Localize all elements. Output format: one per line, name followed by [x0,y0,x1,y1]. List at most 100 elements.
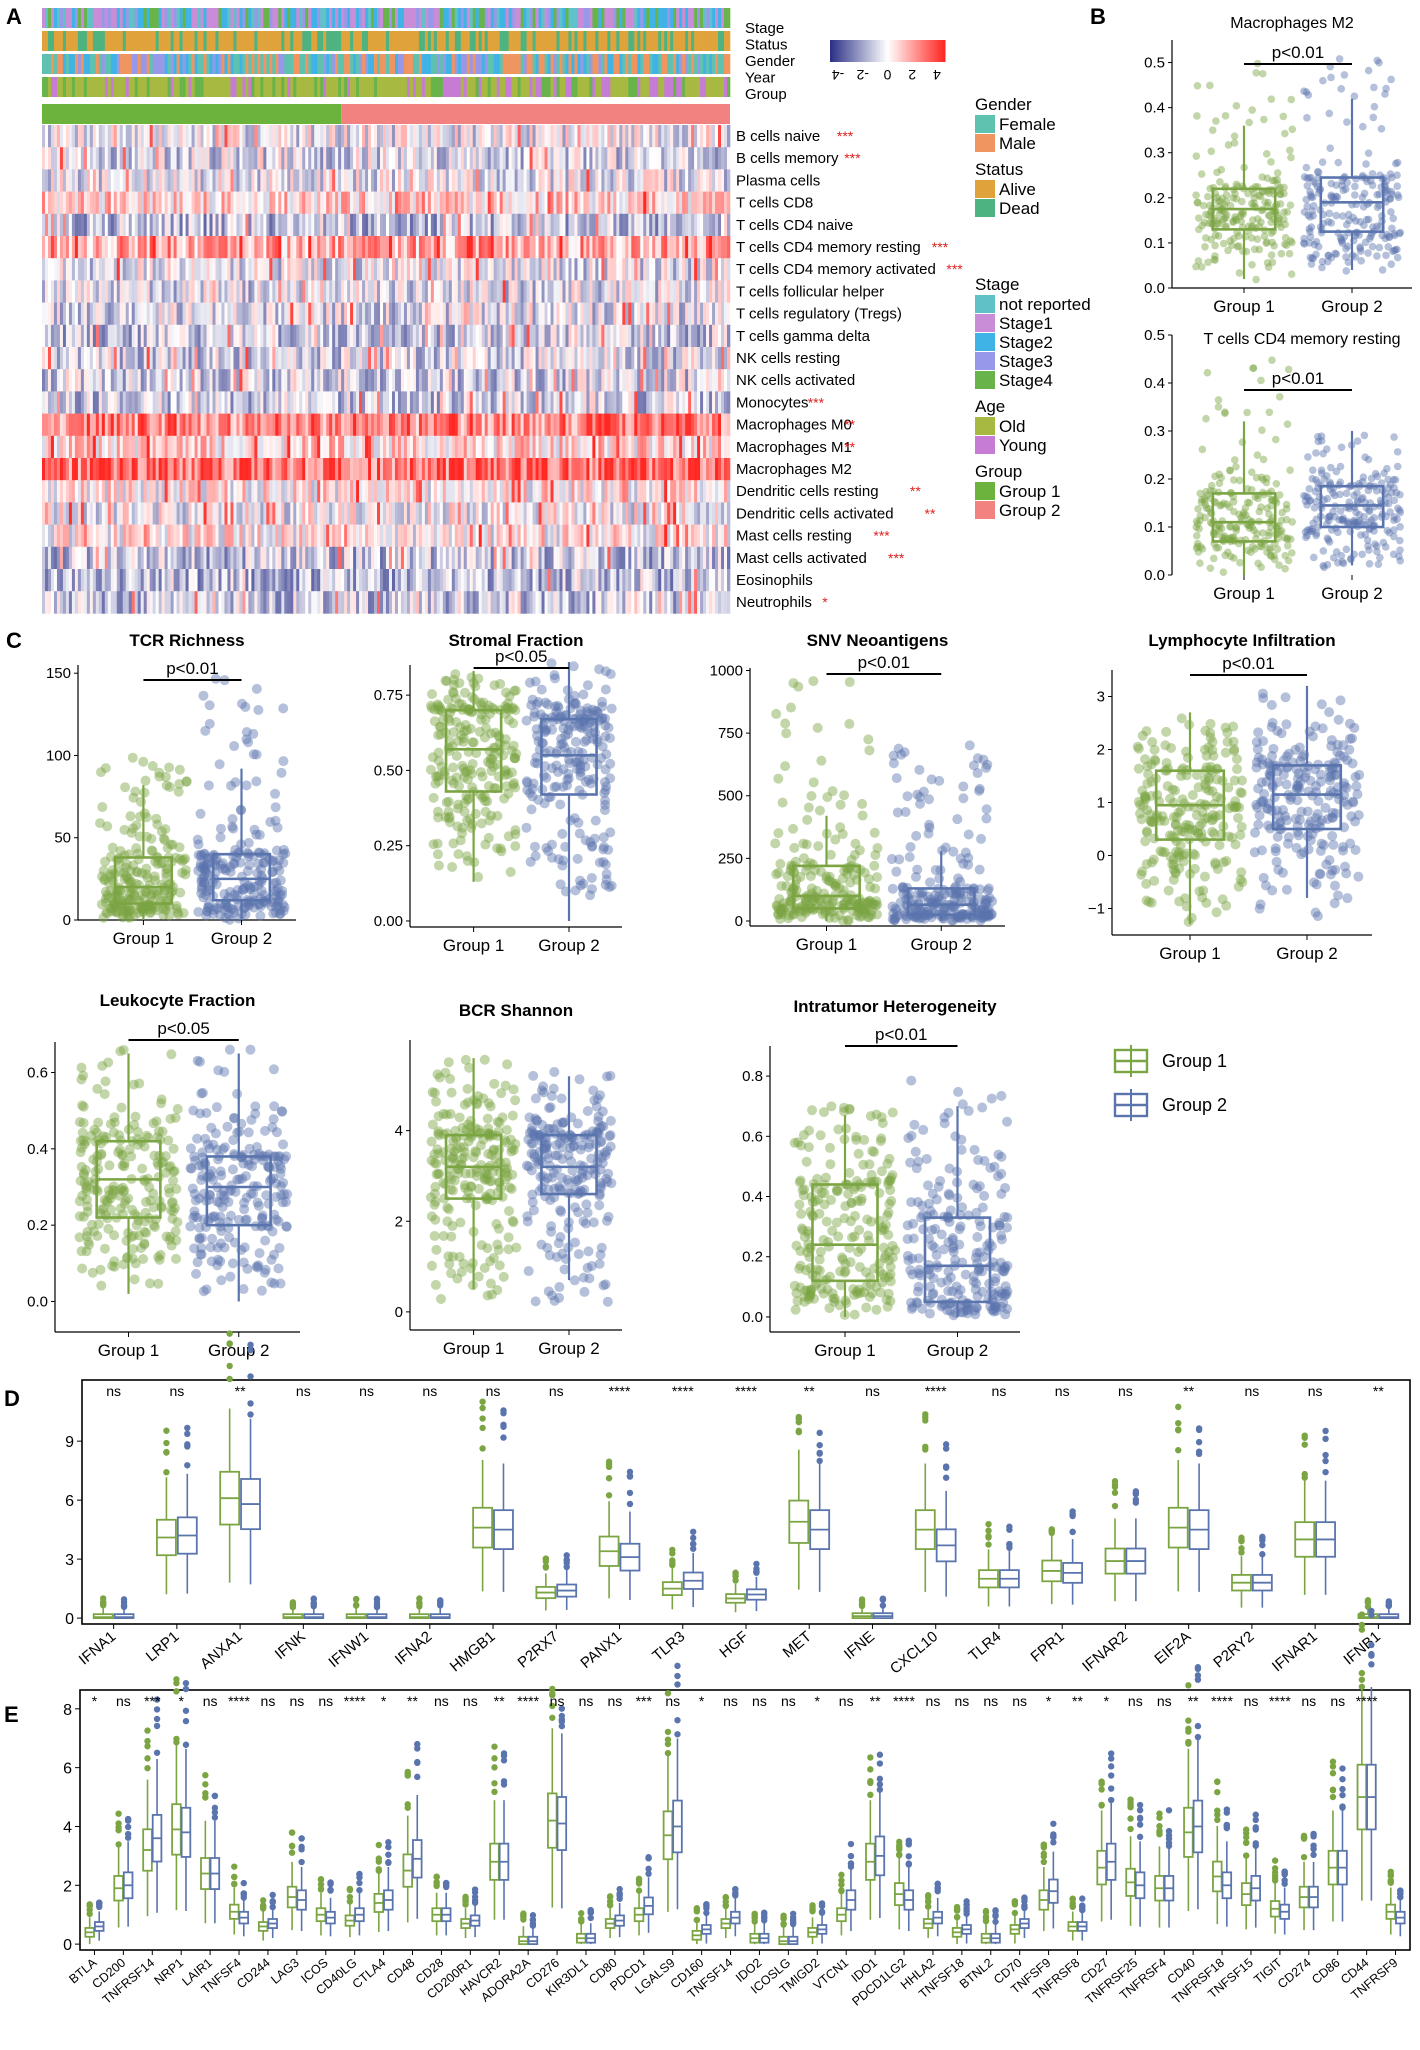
heatmap-cell [320,147,324,170]
heatmap-cell [706,147,710,170]
annotation-cell [418,31,423,51]
annotation-cell [520,77,524,97]
heatmap-cell [356,458,360,481]
heatmap-cell [718,347,722,370]
heatmap-cell [119,280,124,303]
heatmap-cell [673,458,677,481]
annotation-cell [388,54,393,74]
annotation-cell [83,54,88,74]
heatmap-cell [580,236,584,259]
heatmap-cell [400,236,405,259]
heatmap-cell [347,169,351,192]
heatmap-cell [712,213,716,237]
heatmap-cell [140,324,145,348]
heatmap-cell [44,280,49,303]
annotation-cell [514,54,518,74]
heatmap-cell [227,391,231,414]
heatmap-cell [161,413,165,437]
heatmap-cell [577,458,581,481]
heatmap-cell [374,391,378,414]
heatmap-cell [200,347,204,370]
heatmap-cell [326,213,330,237]
heatmap-cell [661,169,665,192]
heatmap-cell [508,347,512,370]
heatmap-cell [640,236,644,259]
heatmap-cell [685,258,689,281]
heatmap-cell [320,347,324,370]
heatmap-cell [182,125,186,148]
heatmap-cell [592,258,596,281]
heatmap-cell [92,236,97,259]
annotation-cell [718,54,722,74]
heatmap-cell [505,191,509,215]
annotation-cell [667,8,671,28]
heatmap-cell [215,480,219,503]
annotation-cell [466,54,471,74]
heatmap-cell [314,347,318,370]
annotation-cell [445,31,450,51]
heatmap-cell [514,435,518,459]
heatmap-cell [179,480,183,503]
heatmap-cell [442,347,447,370]
heatmap-cell [451,435,456,459]
heatmap-cell [47,280,52,303]
heatmap-cell [65,125,70,148]
heatmap-cell [535,147,539,170]
heatmap-cell [152,413,156,437]
heatmap-cell [353,213,357,237]
heatmap-cell [173,147,177,170]
heatmap-cell [158,458,162,481]
heatmap-cell [502,191,506,215]
heatmap-cell [586,435,590,459]
heatmap-cell [439,236,444,259]
heatmap-cell [514,458,518,481]
heatmap-cell [254,236,258,259]
heatmap-cell [697,213,701,237]
heatmap-cell [140,258,145,281]
heatmap-cell [212,280,216,303]
heatmap-cell [302,280,306,303]
annotation-cell [170,8,174,28]
heatmap-cell [104,191,109,215]
heatmap-cell [386,125,390,148]
heatmap-cell [598,213,602,237]
annotation-cell [577,54,581,74]
heatmap-cell [293,502,297,525]
heatmap-cell [245,302,249,326]
heatmap-cell [418,302,423,326]
heatmap-cell [427,435,432,459]
heatmap-cell [239,435,243,459]
heatmap-cell [727,302,731,326]
heatmap-cell [484,502,489,525]
heatmap-cell [278,258,282,281]
heatmap-cell [430,458,435,481]
annotation-cell [239,31,243,51]
heatmap-cell [359,413,363,437]
heatmap-cell [245,213,249,237]
heatmap-cell [53,369,58,392]
heatmap-cell [89,458,94,481]
annotation-cell [574,8,578,28]
heatmap-cell [224,125,228,148]
heatmap-cell [667,213,671,237]
heatmap-cell [415,435,420,459]
heatmap-cell [538,458,542,481]
heatmap-cell [514,391,518,414]
heatmap-cell [365,191,369,215]
heatmap-cell [595,391,599,414]
heatmap-cell [709,369,713,392]
heatmap-cell [269,280,273,303]
annotation-cell [727,54,731,74]
heatmap-cell [661,213,665,237]
heatmap-cell [529,213,533,237]
heatmap-cell [227,191,231,215]
heatmap-cell [101,480,106,503]
heatmap-cell [544,125,548,148]
heatmap-cell [371,258,375,281]
heatmap-cell [562,147,566,170]
heatmap-cell [694,391,698,414]
heatmap-cell [436,213,441,237]
heatmap-cell [167,391,171,414]
heatmap-cell [71,302,76,326]
heatmap-cell [80,369,85,392]
